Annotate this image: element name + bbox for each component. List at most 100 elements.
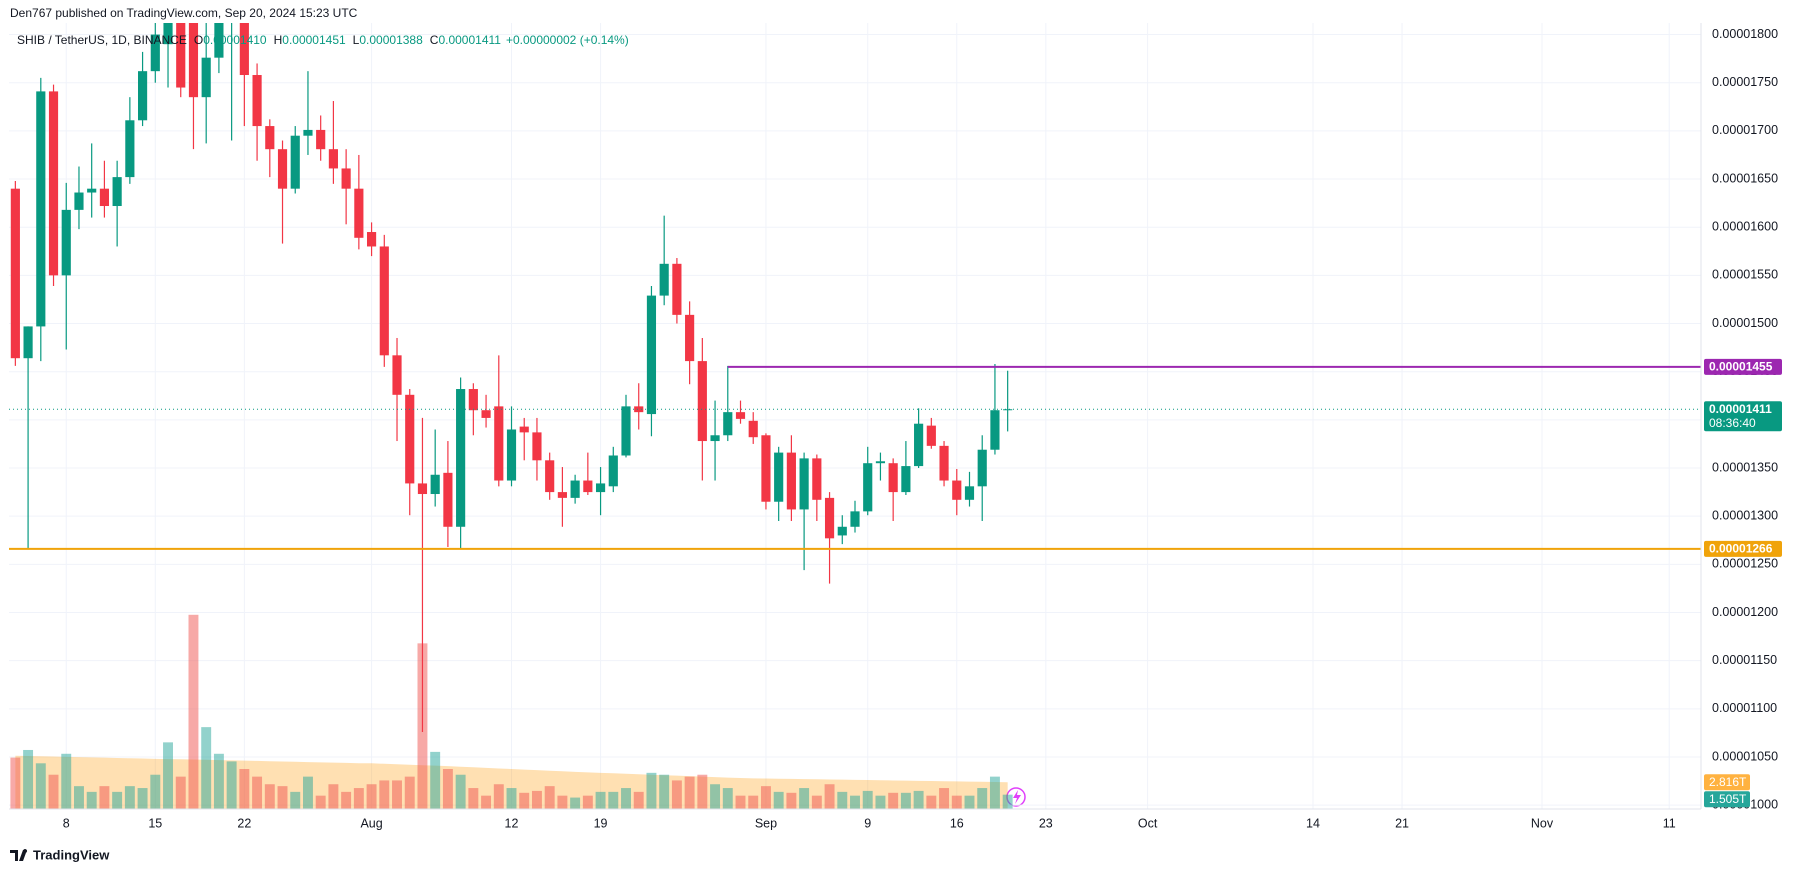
volume-bar xyxy=(557,795,568,809)
legend-value: 0.00001388 xyxy=(359,33,423,47)
volume-bar xyxy=(608,791,619,809)
volume-bar xyxy=(633,791,644,809)
volume-box xyxy=(1704,791,1750,808)
legend-key: L xyxy=(353,33,360,47)
candle-body xyxy=(468,389,478,411)
candle-body xyxy=(137,71,148,121)
volume-bar xyxy=(811,795,822,809)
candle-body xyxy=(265,126,275,150)
candle-body xyxy=(150,34,160,72)
byline: Den767 published on TradingView.com, Sep… xyxy=(10,6,358,20)
volume-bar xyxy=(913,790,924,809)
volume-bar xyxy=(99,786,110,809)
volume-bar xyxy=(799,788,810,809)
candle-body xyxy=(685,314,695,362)
x-tick-label: 15 xyxy=(148,816,162,830)
volume-bar xyxy=(760,786,771,809)
candle-body xyxy=(761,435,771,502)
candle-body xyxy=(125,120,135,178)
candle-body xyxy=(214,23,224,58)
candle-body xyxy=(901,466,911,493)
y-tick-label: 0.00001500 xyxy=(1712,316,1778,330)
candle-body xyxy=(74,192,84,210)
volume-bar xyxy=(201,727,212,809)
last-price-box xyxy=(1704,401,1782,432)
candle-body xyxy=(735,412,746,419)
candle-body xyxy=(417,483,428,495)
volume-bar xyxy=(10,757,21,809)
candle-body xyxy=(659,263,669,296)
legend-key: C xyxy=(430,33,439,47)
volume-bar xyxy=(213,753,224,809)
candle-body xyxy=(914,423,924,467)
volume-bar xyxy=(595,791,606,809)
volume-bar xyxy=(875,795,886,809)
volume-bar xyxy=(137,788,148,809)
candle-body xyxy=(774,452,784,502)
candle-body xyxy=(710,435,720,442)
x-tick-label: Aug xyxy=(360,816,382,830)
candle-body xyxy=(545,460,555,493)
candle-body xyxy=(252,75,262,127)
candle-body xyxy=(277,149,288,189)
countdown: 08:36:40 xyxy=(1709,416,1756,430)
y-tick-label: 0.00001050 xyxy=(1712,749,1778,763)
volume-bar xyxy=(341,791,352,809)
candle-body xyxy=(646,295,657,415)
candle-body xyxy=(163,23,173,45)
volume-bar xyxy=(951,795,962,809)
candle-body xyxy=(964,486,975,500)
y-tick-label: 0.00001600 xyxy=(1712,220,1778,234)
legend-value: 0.00001451 xyxy=(282,33,346,47)
y-tick-label: 0.00001100 xyxy=(1712,701,1777,715)
legend-key: O xyxy=(194,33,203,47)
y-tick-label: 0.00001300 xyxy=(1712,508,1778,522)
legend-symbol: SHIB / TetherUS, 1D, BINANCE xyxy=(17,33,187,47)
candle-body xyxy=(290,135,300,189)
candle-body xyxy=(532,432,542,461)
volume-bar xyxy=(786,792,797,809)
volume-bar xyxy=(544,786,555,809)
legend-key: H xyxy=(274,33,283,47)
volume-bar xyxy=(455,774,466,809)
volume-ma-area xyxy=(15,755,1008,809)
candle-body xyxy=(888,463,898,493)
volume-bar xyxy=(175,776,186,809)
candle-body xyxy=(48,91,59,276)
candle-body xyxy=(697,361,707,442)
candle-body xyxy=(366,232,377,247)
candle-body xyxy=(328,149,338,169)
candle-body xyxy=(570,480,580,498)
candle-body xyxy=(952,480,962,500)
last-price-label: 0.00001411 xyxy=(1709,402,1772,416)
candle-body xyxy=(303,129,313,136)
y-tick-label: 0.00001650 xyxy=(1712,171,1778,185)
legend: SHIB / TetherUS, 1D, BINANCE O0.00001410 H… xyxy=(17,33,629,47)
x-tick-label: 8 xyxy=(63,816,70,830)
volume-bar xyxy=(74,786,84,809)
volume-bar xyxy=(252,776,263,809)
candle-body xyxy=(201,57,211,98)
price-label-box xyxy=(1704,540,1782,557)
candle-body xyxy=(812,458,822,500)
volume-bar xyxy=(86,791,97,809)
x-tick-label: Oct xyxy=(1138,816,1158,830)
candle-body xyxy=(608,455,618,487)
volume-ma-box xyxy=(1704,774,1750,791)
candle-body xyxy=(748,420,758,438)
volume-bar xyxy=(124,786,135,809)
candle-body xyxy=(392,355,402,395)
volume-bar xyxy=(23,749,34,809)
x-tick-label: 11 xyxy=(1663,816,1676,830)
volume-bar xyxy=(939,788,950,809)
candle-body xyxy=(494,406,504,481)
candle-body xyxy=(112,177,122,207)
candle-body xyxy=(595,483,606,493)
volume-bar xyxy=(888,792,899,809)
y-tick-label: 0.00001800 xyxy=(1712,27,1778,41)
candle-body xyxy=(61,209,71,276)
volume-bar xyxy=(926,795,937,809)
price-label: 0.00001455 xyxy=(1709,360,1773,374)
candle-body xyxy=(176,23,186,88)
